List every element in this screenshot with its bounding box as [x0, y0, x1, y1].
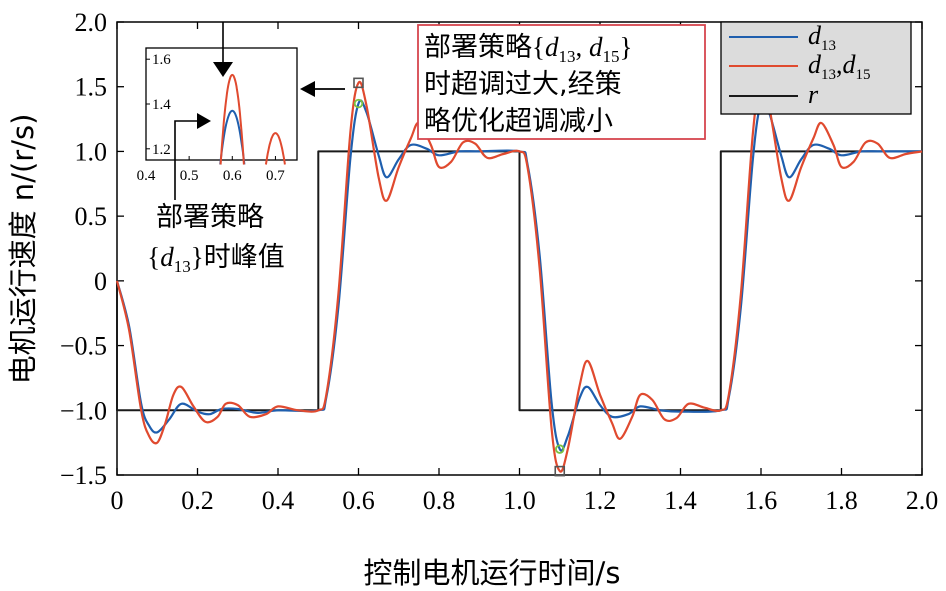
peak-markers: [353, 77, 566, 477]
inset-blue-peak: [219, 109, 246, 165]
inset-blue-peak-arrowhead: [197, 113, 211, 129]
peak-marker-square: [353, 77, 364, 89]
x-tick-label: 1.2: [584, 486, 617, 515]
y-tick-label: 1.0: [75, 137, 108, 166]
inset-zoom: 0.4 0.5 0.6 0.7 1.6 1.4 1.2: [137, 22, 298, 200]
inset-red-peak: [219, 73, 245, 165]
overshoot-annotation-line-2: 时超调过大,经策: [424, 69, 622, 100]
y-axis-ticks: 2.0 1.5 1.0 0.5 0 −0.5 −1.0 −1.5: [60, 8, 922, 490]
legend: d13 d13,d15 r: [720, 21, 912, 115]
inset-annotation: 部署策略 {d13}时峰值: [147, 202, 284, 276]
y-tick-label: 1.5: [75, 73, 108, 102]
inset-annotation-line-1: 部署策略: [156, 202, 264, 233]
legend-label-r: r: [808, 80, 819, 109]
overshoot-annotation-line-3: 略优化超调减小: [424, 106, 613, 137]
x-tick-label: 2.0: [906, 486, 939, 515]
series-line-d13-d15: [115, 80, 923, 473]
inset-x-tick-label: 0.5: [180, 168, 199, 184]
peak-marker-circle: [555, 444, 565, 454]
x-tick-label: 0: [111, 486, 124, 515]
x-tick-label: 1.8: [825, 486, 858, 515]
y-tick-label: −0.5: [60, 332, 107, 361]
inset-annotation-line-2: {d13}时峰值: [147, 242, 284, 276]
x-tick-label: 0.6: [342, 486, 375, 515]
y-axis-label: 电机运行速度 n/(r/s): [6, 114, 40, 385]
overshoot-annotation-box: [417, 24, 706, 140]
x-tick-label: 0.4: [262, 486, 295, 515]
inset-x-tick-label: 0.4: [137, 168, 156, 184]
inset-x-tick-label: 0.6: [223, 168, 242, 184]
overshoot-annotation-line-1: 部署策略{d13, d15}: [424, 32, 632, 66]
x-tick-label: 0.8: [423, 486, 456, 515]
x-axis-label: 控制电机运行时间/s: [364, 556, 621, 590]
overshoot-arrowhead: [300, 81, 315, 97]
legend-label-d13: d13: [808, 21, 836, 54]
x-tick-label: 1.4: [664, 486, 697, 515]
x-tick-label: 0.2: [181, 486, 214, 515]
inset-red-peak-arrowhead: [213, 62, 233, 77]
peak-marker-square: [554, 465, 566, 477]
x-tick-label: 1.6: [745, 486, 778, 515]
inset-y-tick-label: 1.2: [152, 142, 171, 158]
inset-series: [219, 73, 286, 165]
y-tick-label: 0.5: [75, 202, 108, 231]
overshoot-annotation: 部署策略{d13, d15} 时超调过大,经策 略优化超调减小: [417, 24, 706, 140]
y-tick-label: 2.0: [75, 8, 108, 37]
y-tick-label: −1.5: [60, 461, 107, 490]
inset-ticks: 0.4 0.5 0.6 0.7 1.6 1.4 1.2: [137, 52, 286, 184]
y-tick-label: 0: [94, 267, 107, 296]
inset-blue-peak-arrow: [174, 120, 201, 200]
y-tick-label: −1.0: [60, 396, 107, 425]
legend-label-d13-d15: d13,d15: [808, 50, 871, 83]
inset-red-peak: [264, 132, 286, 165]
inset-x-tick-label: 0.7: [266, 168, 285, 184]
inset-y-tick-label: 1.6: [152, 52, 171, 68]
x-tick-label: 1.0: [503, 486, 536, 515]
inset-y-tick-label: 1.4: [152, 97, 171, 113]
peak-marker-circle: [353, 98, 364, 109]
x-axis-ticks: 0 0.2 0.4 0.6 0.8 1.0 1.2 1.4 1.6 1.8 2.0: [111, 22, 939, 515]
